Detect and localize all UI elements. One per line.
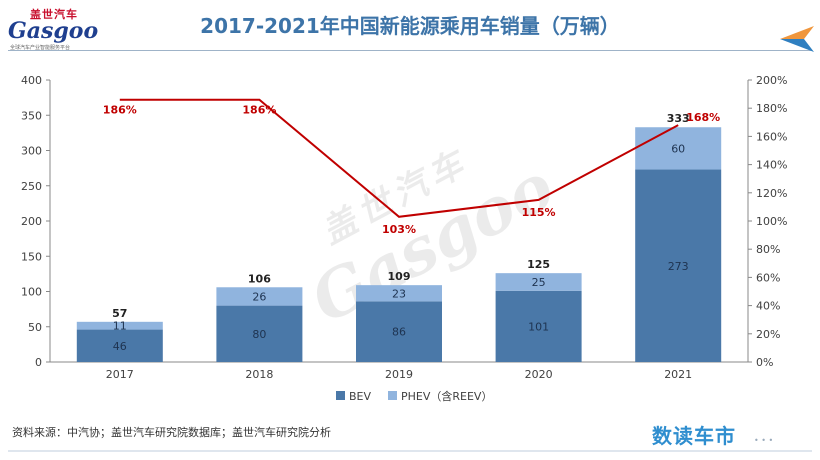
y2-tick-label: 180% — [756, 102, 787, 115]
y2-tick-label: 160% — [756, 130, 787, 143]
growth-label: 186% — [103, 104, 137, 117]
bar-phev — [495, 273, 582, 291]
bar-phev — [216, 287, 303, 306]
x-tick-label: 2019 — [385, 368, 413, 381]
bev-value-label: 80 — [252, 328, 266, 341]
bar-phev — [356, 285, 442, 302]
bar-bev — [495, 290, 582, 362]
x-tick-label: 2017 — [106, 368, 134, 381]
bar-phev — [76, 321, 163, 330]
y-tick-label: 50 — [28, 321, 42, 334]
y-tick-label: 250 — [21, 180, 42, 193]
bar-bev — [635, 169, 722, 362]
y-tick-label: 350 — [21, 109, 42, 122]
legend-swatch-phev — [388, 391, 397, 400]
source-note: 资料来源：中汽协；盖世汽车研究院数据库；盖世汽车研究院分析 — [12, 426, 331, 439]
chart-title: 2017-2021年中国新能源乘用车销量（万辆） — [200, 14, 620, 38]
growth-label: 186% — [242, 104, 276, 117]
phev-value-label: 26 — [252, 290, 266, 303]
total-value-label: 106 — [248, 272, 271, 285]
y-tick-label: 0 — [35, 356, 42, 369]
y-tick-label: 200 — [21, 215, 42, 228]
phev-value-label: 23 — [392, 287, 406, 300]
y2-tick-label: 100% — [756, 215, 787, 228]
bar-bev — [356, 301, 442, 362]
footer-divider — [8, 450, 812, 452]
y2-tick-label: 120% — [756, 187, 787, 200]
bev-value-label: 46 — [113, 340, 127, 353]
bar-bev — [216, 305, 303, 362]
x-tick-label: 2021 — [664, 368, 692, 381]
phev-value-label: 60 — [671, 142, 685, 155]
y-tick-label: 150 — [21, 250, 42, 263]
y2-tick-label: 200% — [756, 74, 787, 87]
legend-swatch-bev — [336, 391, 345, 400]
y2-tick-label: 60% — [756, 271, 780, 284]
x-tick-label: 2020 — [525, 368, 553, 381]
bev-value-label: 273 — [668, 260, 689, 273]
arrow-icon — [780, 26, 814, 52]
bev-value-label: 86 — [392, 326, 406, 339]
phev-value-label: 25 — [532, 276, 546, 289]
total-value-label: 109 — [388, 270, 411, 283]
growth-label: 115% — [522, 206, 556, 219]
gasgoo-logo: 盖世汽车 Gasgoo 全球汽车产业智能服务平台 — [8, 6, 98, 52]
y-tick-label: 300 — [21, 145, 42, 158]
y-tick-label: 100 — [21, 286, 42, 299]
logo-tagline: 全球汽车产业智能服务平台 — [10, 45, 71, 51]
y2-tick-label: 0% — [756, 356, 773, 369]
y-tick-label: 400 — [21, 74, 42, 87]
bev-value-label: 101 — [528, 320, 549, 333]
brand-text: 数读车市 — [652, 424, 736, 448]
bar-phev — [635, 127, 722, 170]
phev-value-label: 11 — [113, 320, 127, 333]
total-value-label: 57 — [112, 307, 127, 320]
header-divider — [8, 50, 812, 51]
legend-label-bev: BEV — [349, 390, 371, 403]
brand-dots: • • • — [754, 436, 774, 445]
growth-label: 103% — [382, 223, 416, 236]
logo-chinese-text: 盖世汽车 — [30, 8, 78, 21]
total-value-label: 125 — [527, 258, 550, 271]
bar-bev — [76, 329, 163, 362]
logo-english-text: Gasgoo — [8, 18, 99, 44]
y2-tick-label: 140% — [756, 159, 787, 172]
legend-label-phev: PHEV（含REEV） — [401, 389, 492, 403]
y2-tick-label: 40% — [756, 300, 780, 313]
total-value-label: 333 — [667, 112, 690, 125]
growth-label: 168% — [686, 111, 720, 124]
y2-tick-label: 20% — [756, 328, 780, 341]
x-tick-label: 2018 — [245, 368, 273, 381]
growth-line — [119, 98, 679, 218]
y2-tick-label: 80% — [756, 243, 780, 256]
